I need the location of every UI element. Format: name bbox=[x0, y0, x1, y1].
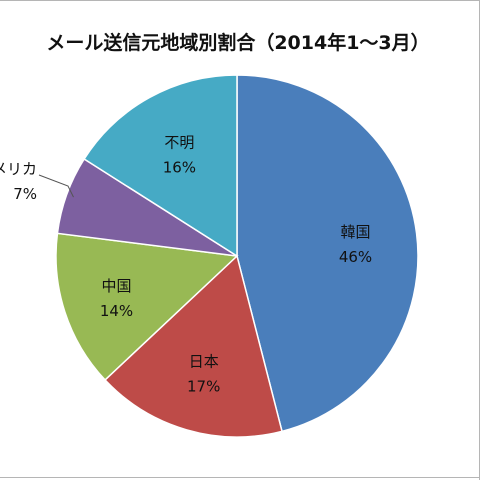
slice-4-leader-line bbox=[38, 174, 74, 198]
slice-1-value-label: 46% bbox=[339, 248, 372, 266]
slice-2-wedge bbox=[103, 254, 283, 438]
slice-5-value-label: 16% bbox=[163, 158, 196, 176]
slice-4-value-label: 7% bbox=[13, 185, 37, 203]
pie-leader-lines bbox=[38, 174, 74, 198]
chart-title: メール送信元地域別割合（2014年1～3月） bbox=[46, 31, 429, 54]
slice-5-category-label: 不明 bbox=[164, 133, 194, 151]
slice-3-value-label: 14% bbox=[100, 302, 133, 320]
pie-labels: 韓国 46% 日本 17% 中国 14% アメリカ 7% 不明 16% bbox=[0, 133, 372, 395]
slice-2-category-label: 日本 bbox=[189, 353, 219, 371]
slice-4-category-label: アメリカ bbox=[0, 160, 37, 178]
pie-slices bbox=[55, 74, 419, 438]
slice-3-wedge bbox=[55, 232, 239, 381]
slice-1-category-label: 韓国 bbox=[340, 223, 370, 241]
slice-5-wedge bbox=[83, 74, 238, 258]
slice-1-wedge bbox=[236, 74, 419, 433]
slice-3-category-label: 中国 bbox=[101, 277, 131, 295]
slice-2-value-label: 17% bbox=[187, 378, 220, 396]
